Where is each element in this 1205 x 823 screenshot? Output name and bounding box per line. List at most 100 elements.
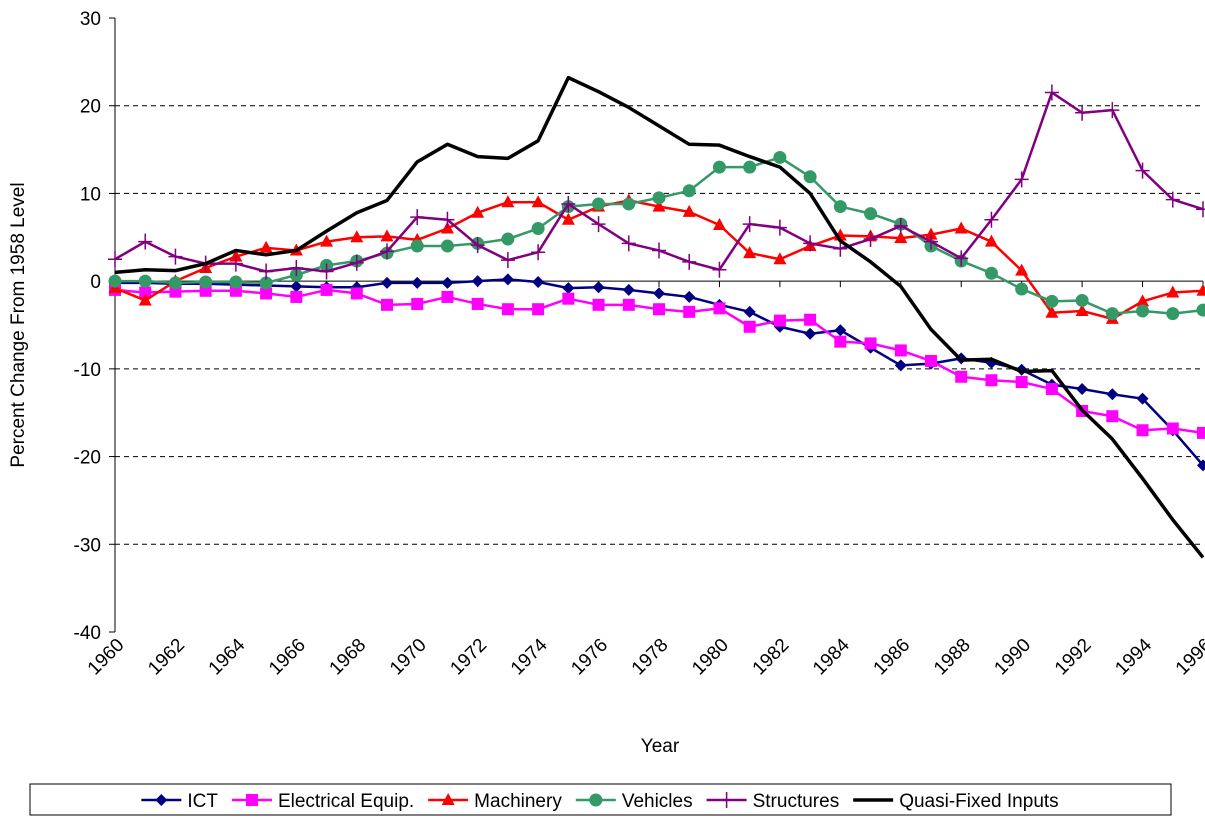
marker (864, 231, 878, 247)
marker (441, 240, 454, 253)
marker (229, 276, 242, 289)
marker (864, 207, 877, 220)
x-axis-label: Year (641, 736, 680, 757)
marker (744, 306, 756, 318)
y-tick-label: -30 (74, 535, 101, 556)
y-tick-label: 0 (90, 272, 101, 293)
marker (472, 298, 484, 310)
x-tick-label: 1982 (749, 635, 794, 680)
marker (653, 303, 665, 315)
marker (804, 314, 816, 326)
y-tick-label: 30 (80, 9, 101, 30)
x-tick-label: 1968 (326, 635, 371, 680)
x-tick-label: 1964 (205, 634, 250, 679)
marker (562, 293, 574, 305)
marker (381, 299, 393, 311)
marker (1045, 295, 1058, 308)
marker (1197, 304, 1205, 317)
marker (1106, 388, 1118, 400)
series-line (115, 78, 1203, 558)
marker (472, 275, 484, 287)
marker (1136, 304, 1149, 317)
marker (260, 241, 273, 253)
marker (804, 328, 816, 340)
marker (773, 151, 786, 164)
marker (1075, 105, 1089, 121)
marker (139, 275, 152, 288)
legend-label: Machinery (474, 791, 562, 812)
marker (1197, 284, 1205, 296)
marker (834, 324, 846, 336)
marker (589, 794, 602, 807)
x-tick-label: 1970 (386, 635, 431, 680)
marker (720, 792, 734, 808)
marker (411, 298, 423, 310)
marker (1016, 376, 1028, 388)
x-tick-label: 1986 (870, 635, 915, 680)
marker (593, 299, 605, 311)
marker (653, 287, 665, 299)
marker (169, 276, 182, 289)
x-tick-label: 1974 (507, 634, 552, 679)
marker (985, 267, 998, 280)
marker (985, 374, 997, 386)
x-tick-label: 1976 (567, 635, 612, 680)
x-tick-label: 1992 (1051, 635, 1096, 680)
marker (290, 280, 302, 292)
marker (865, 337, 877, 349)
legend-label: Vehicles (622, 791, 693, 812)
marker (532, 222, 545, 235)
x-tick-label: 1980 (688, 635, 733, 680)
marker (532, 303, 544, 315)
marker (622, 235, 636, 251)
marker (682, 254, 696, 270)
marker (743, 161, 756, 174)
marker (441, 277, 453, 289)
marker (246, 794, 258, 806)
marker (955, 371, 967, 383)
legend-label: Electrical Equip. (278, 791, 414, 812)
x-tick-label: 1966 (265, 635, 310, 680)
marker (593, 281, 605, 293)
x-tick-label: 1994 (1111, 634, 1156, 679)
marker (321, 284, 333, 296)
marker (834, 336, 846, 348)
marker (683, 184, 696, 197)
marker (502, 273, 514, 285)
marker (1196, 201, 1205, 217)
marker (351, 287, 363, 299)
legend-label: ICT (187, 791, 218, 812)
marker (1105, 102, 1119, 118)
x-tick-label: 1962 (144, 635, 189, 680)
marker (562, 282, 574, 294)
marker (381, 277, 393, 289)
marker (622, 197, 635, 210)
marker (804, 170, 817, 183)
marker (1076, 383, 1088, 395)
x-tick-label: 1990 (990, 635, 1035, 680)
y-axis-label: Percent Change From 1958 Level (8, 182, 29, 467)
marker (199, 276, 212, 289)
x-tick-label: 1996 (1172, 635, 1205, 680)
marker (773, 220, 787, 236)
marker (683, 291, 695, 303)
y-tick-label: 10 (80, 184, 101, 205)
marker (290, 291, 302, 303)
marker (925, 355, 937, 367)
x-tick-label: 1984 (809, 634, 854, 679)
marker (138, 234, 152, 250)
x-tick-label: 1972 (446, 635, 491, 680)
marker (411, 240, 424, 253)
marker (1106, 307, 1119, 320)
marker (259, 263, 273, 279)
marker (1106, 410, 1118, 422)
marker (623, 284, 635, 296)
marker (955, 222, 968, 234)
marker (895, 344, 907, 356)
marker (501, 233, 514, 246)
marker (1015, 283, 1028, 296)
marker (532, 276, 544, 288)
